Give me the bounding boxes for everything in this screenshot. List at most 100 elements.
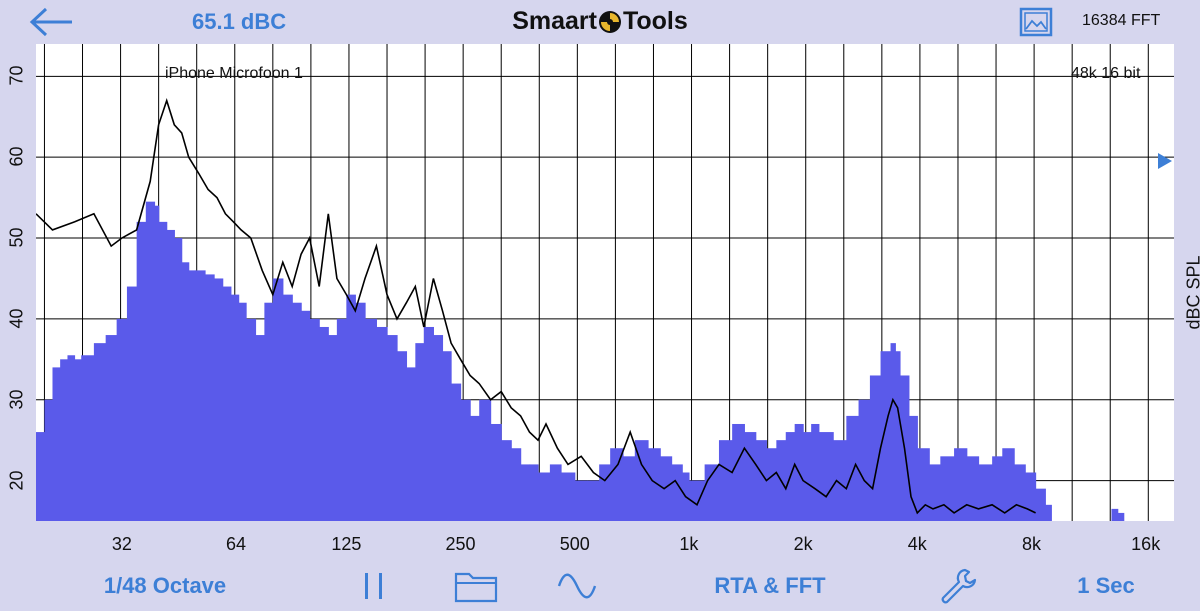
app-title-right: Tools: [622, 7, 688, 35]
rta-bar: [1111, 508, 1119, 521]
rta-bar: [846, 415, 860, 521]
y-tick-label: 20: [6, 470, 27, 491]
wrench-icon: [941, 568, 977, 603]
signal-generator-button[interactable]: [552, 560, 602, 611]
rta-bar: [895, 351, 901, 521]
rta-bar: [1045, 504, 1052, 521]
rta-bar: [647, 448, 661, 521]
rta-bar: [671, 464, 683, 521]
rta-bar: [660, 456, 673, 521]
rta-chart: [36, 44, 1174, 521]
rta-bar: [145, 201, 156, 521]
resolution-button[interactable]: 1/48 Octave: [103, 572, 227, 598]
rta-bar: [365, 318, 377, 521]
x-tick-label: 16k: [1131, 534, 1161, 554]
x-tick-label: 500: [559, 534, 590, 554]
bottom-toolbar: 1/48 Octave RTA & FFT 1 Sec: [0, 560, 1200, 611]
rta-bar: [346, 294, 356, 521]
rta-bar: [688, 480, 706, 521]
x-tick-label: 1k: [679, 534, 699, 554]
x-tick-label: 125: [331, 534, 362, 554]
rta-bar: [328, 335, 338, 521]
rta-bar: [1117, 512, 1125, 521]
rta-bar: [60, 359, 69, 521]
rta-bar: [105, 335, 118, 521]
rta-bar: [264, 302, 274, 521]
rta-bar: [718, 440, 733, 521]
rta-bar: [433, 335, 444, 521]
rta-bar: [732, 423, 745, 521]
rta-bar: [880, 351, 892, 521]
rta-bar: [74, 359, 82, 521]
folder-button[interactable]: [448, 560, 504, 611]
y-tick-label: 70: [6, 65, 27, 86]
spl-readout[interactable]: 65.1 dBC: [192, 9, 287, 34]
rta-plot[interactable]: iPhone Microfoon 1 48k 16 bit: [36, 44, 1174, 521]
rta-bar: [52, 367, 61, 521]
rta-bar: [415, 343, 425, 521]
averaging-button[interactable]: 1 Sec: [1077, 572, 1135, 598]
rta-bar: [634, 440, 649, 521]
rta-bar: [511, 448, 522, 521]
rta-bar: [520, 464, 531, 521]
sine-wave-icon: [557, 573, 597, 598]
rta-bar: [154, 205, 160, 521]
rta-bar: [272, 278, 284, 521]
rta-bar: [67, 355, 76, 521]
rta-bar: [423, 326, 434, 521]
back-arrow-icon[interactable]: [28, 6, 74, 38]
rta-bar: [479, 399, 492, 521]
rta-bar: [1025, 472, 1037, 521]
rta-bar: [255, 335, 265, 521]
rta-bar: [44, 399, 54, 521]
folder-icon: [454, 572, 498, 602]
rta-bar: [387, 335, 398, 521]
rta-bar: [858, 399, 871, 521]
rta-bar: [755, 440, 767, 521]
rta-bar: [574, 480, 589, 521]
rta-bar: [336, 318, 347, 521]
rta-bar: [246, 318, 257, 521]
rta-bar: [622, 456, 636, 521]
smaart-logo-icon: [598, 10, 621, 33]
rta-bar: [1014, 464, 1026, 521]
rta-bar: [890, 343, 896, 521]
rta-bar: [744, 432, 757, 521]
rta-bar: [587, 480, 600, 521]
rta-bar: [954, 448, 968, 521]
rta-bar: [451, 383, 462, 521]
fft-size-label[interactable]: 16384 FFT: [1082, 12, 1161, 29]
x-tick-label: 2k: [793, 534, 813, 554]
rta-bar: [238, 302, 247, 521]
x-tick-label: 32: [111, 534, 132, 554]
rta-bar: [869, 375, 882, 521]
rta-bar: [1002, 448, 1015, 521]
rta-bar: [174, 238, 183, 521]
y-tick-label: 40: [6, 308, 27, 329]
x-tick-label: 4k: [907, 534, 927, 554]
rta-bar: [537, 472, 551, 521]
rta-bar: [833, 440, 847, 521]
level-marker-icon[interactable]: [1158, 153, 1172, 169]
rta-bar: [214, 278, 224, 521]
rta-bar: [292, 302, 302, 521]
settings-button[interactable]: [930, 560, 984, 611]
x-tick-label: 250: [445, 534, 476, 554]
image-icon[interactable]: [1019, 7, 1053, 37]
rta-bar: [181, 262, 190, 521]
y-tick-label: 50: [6, 227, 27, 248]
rta-bar: [460, 399, 471, 521]
rta-bar: [116, 318, 128, 521]
rta-bar: [188, 270, 197, 521]
mode-button[interactable]: RTA & FFT: [714, 572, 826, 598]
rta-bar: [978, 464, 993, 521]
rta-bar: [319, 326, 329, 521]
pause-button[interactable]: [352, 560, 396, 611]
rta-bar: [282, 294, 293, 521]
rta-bar: [205, 274, 215, 521]
rta-bar: [599, 464, 611, 521]
rta-bar: [397, 351, 408, 521]
rta-bar: [803, 432, 812, 521]
top-bar: 65.1 dBC Smaart Tools 16384 FFT: [0, 0, 1200, 44]
rta-bar: [560, 472, 576, 521]
